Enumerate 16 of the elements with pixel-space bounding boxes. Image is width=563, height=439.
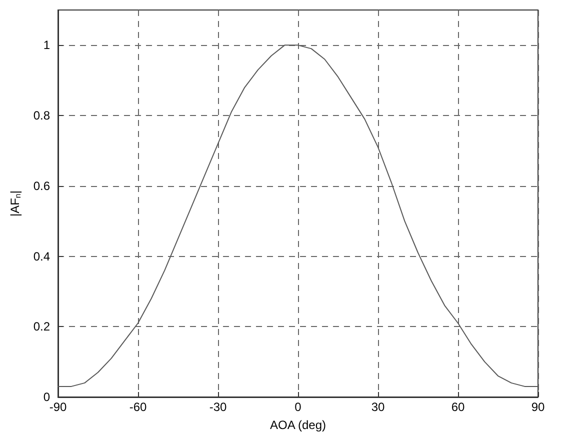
y-tick-label: 0.4 — [33, 249, 50, 264]
y-tick-label: 1 — [43, 38, 50, 52]
x-tick-label: -90 — [49, 400, 67, 414]
x-tick-label: -60 — [129, 400, 147, 414]
y-tick-label: 0.2 — [33, 320, 50, 334]
y-axis-title: |AFn| — [8, 190, 22, 217]
y-tick-label: 0.6 — [33, 178, 50, 193]
x-tick-label: 30 — [371, 400, 385, 414]
x-tick-label: -30 — [209, 400, 227, 414]
x-tick-label: 0 — [294, 400, 302, 414]
y-tick-label: 0 — [43, 390, 50, 404]
y-tick-label: 0.8 — [33, 108, 50, 123]
line-series — [58, 44, 538, 387]
x-tick-label: 60 — [451, 400, 465, 414]
x-tick-label: 90 — [531, 400, 545, 414]
x-axis-title: AOA (deg) — [270, 418, 326, 432]
